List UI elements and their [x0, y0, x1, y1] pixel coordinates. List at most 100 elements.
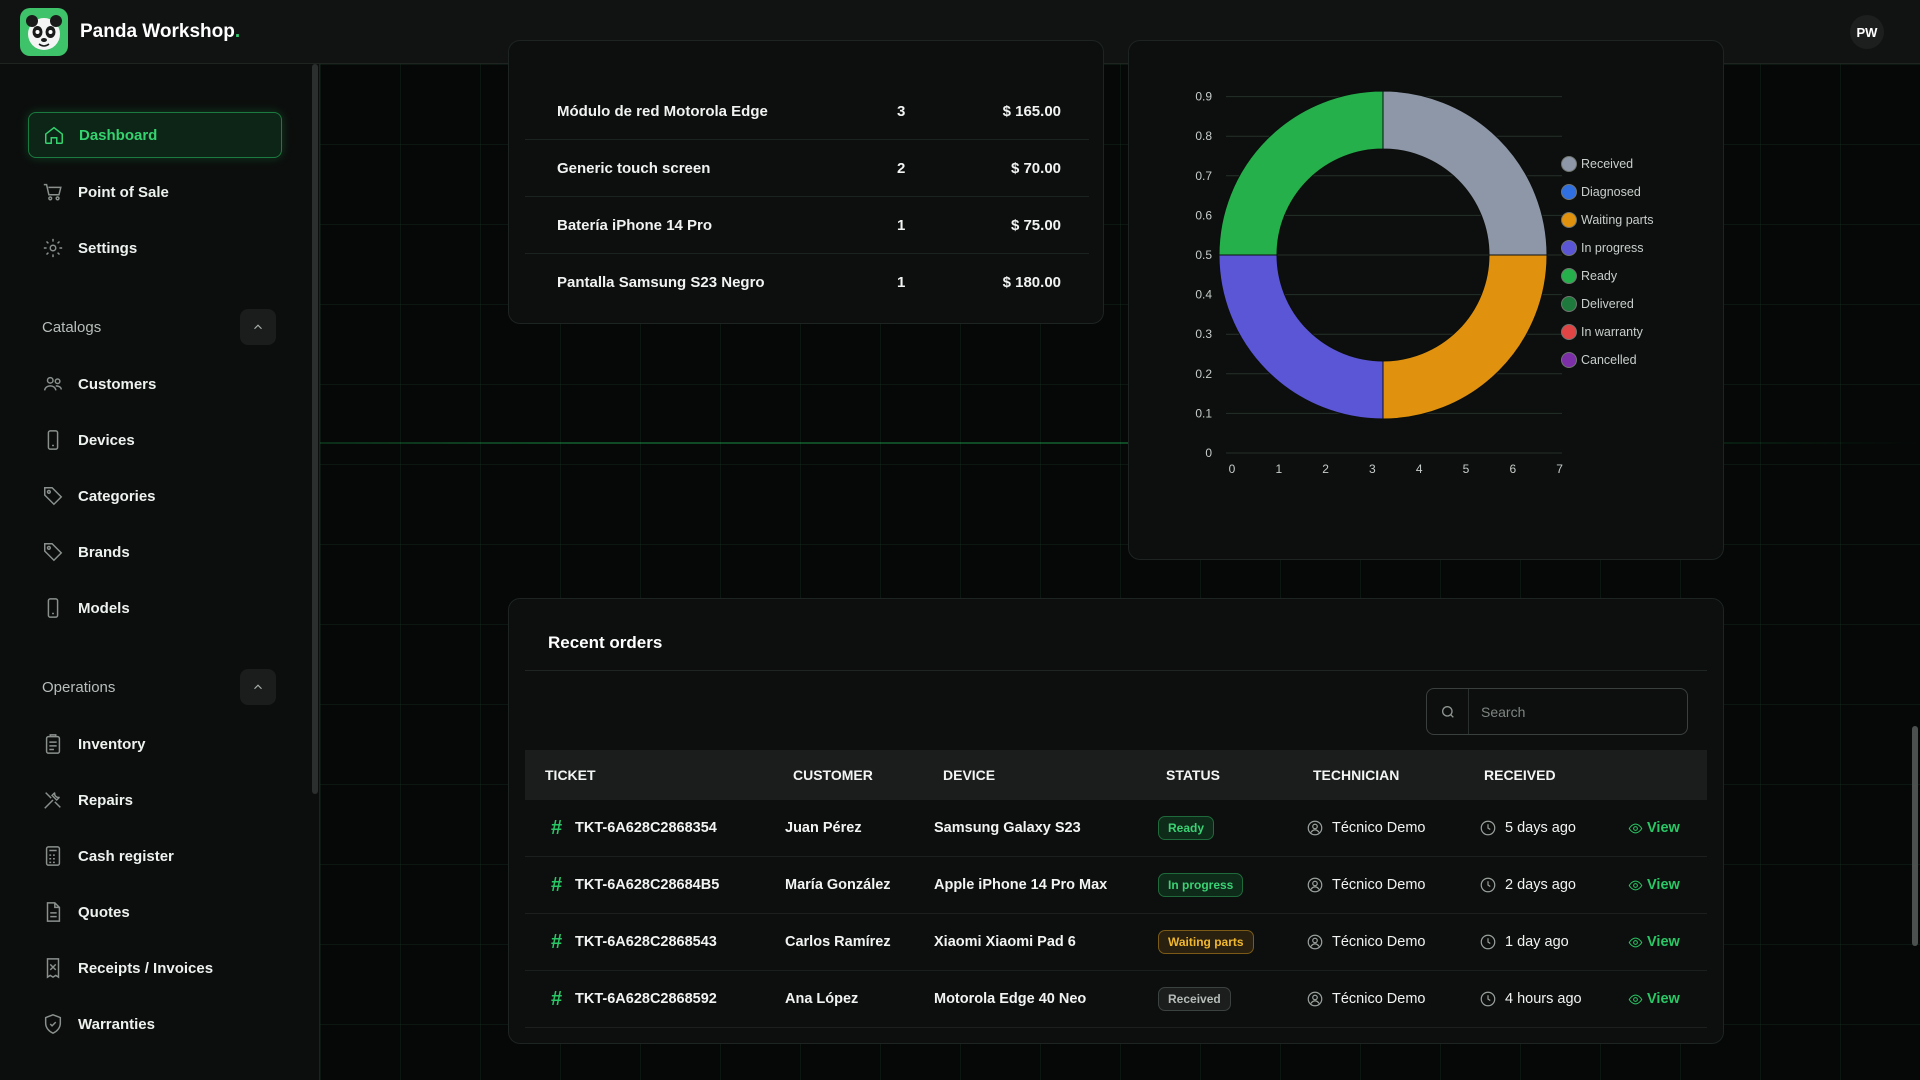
- device-name: Xiaomi Xiaomi Pad 6: [934, 934, 1076, 950]
- legend-item[interactable]: Delivered: [1561, 296, 1634, 312]
- legend-item[interactable]: In warranty: [1561, 324, 1643, 340]
- x-tick-label: 6: [1509, 462, 1516, 476]
- sidebar-scrollbar[interactable]: [312, 64, 318, 794]
- y-tick-label: 0.3: [1195, 327, 1212, 341]
- y-tick-label: 0: [1205, 446, 1212, 460]
- sidebar-item-label: Receipts / Invoices: [78, 959, 214, 977]
- catalogs-collapse-button[interactable]: [240, 309, 276, 345]
- legend-label: Diagnosed: [1581, 185, 1641, 199]
- receipt-icon: [42, 957, 64, 979]
- ticket-id[interactable]: TKT-6A628C2868592: [575, 991, 717, 1007]
- sidebar-item-label: Categories: [78, 487, 156, 505]
- product-row: Pantalla Samsung S23 Negro 1 $ 180.00: [557, 274, 1061, 291]
- sidebar-item-repairs[interactable]: Repairs: [28, 777, 282, 823]
- x-tick-label: 7: [1556, 462, 1563, 476]
- legend-swatch: [1561, 240, 1577, 256]
- y-tick-label: 0.7: [1195, 169, 1212, 183]
- operations-collapse-button[interactable]: [240, 669, 276, 705]
- legend-item[interactable]: In progress: [1561, 240, 1644, 256]
- view-order-link[interactable]: View: [1647, 877, 1680, 893]
- tag-icon: [42, 485, 64, 507]
- column-header-technician[interactable]: TECHNICIAN: [1313, 767, 1400, 783]
- ticket-id[interactable]: TKT-6A628C2868543: [575, 934, 717, 950]
- ticket-id[interactable]: TKT-6A628C28684B5: [575, 877, 720, 893]
- legend-item[interactable]: Ready: [1561, 268, 1617, 284]
- sidebar-item-label: Customers: [78, 375, 157, 393]
- sidebar-item-devices[interactable]: Devices: [28, 417, 282, 463]
- legend-item[interactable]: Received: [1561, 156, 1633, 172]
- sidebar-item-inventory[interactable]: Inventory: [28, 721, 282, 767]
- doughnut-slice-in-progress: [1218, 254, 1384, 420]
- clock-icon: [1479, 990, 1497, 1008]
- sidebar-item-point-of-sale[interactable]: Point of Sale: [28, 169, 282, 215]
- legend-item[interactable]: Diagnosed: [1561, 184, 1641, 200]
- clock-icon: [1479, 933, 1497, 951]
- legend-label: Delivered: [1581, 297, 1634, 311]
- avatar[interactable]: PW: [1850, 15, 1884, 49]
- technician-name: Técnico Demo: [1332, 820, 1426, 836]
- technician-name: Técnico Demo: [1332, 877, 1426, 893]
- sidebar-item-label: Inventory: [78, 735, 146, 753]
- app-title[interactable]: Panda Workshop.: [80, 20, 241, 42]
- technician-name: Técnico Demo: [1332, 991, 1426, 1007]
- sidebar-item-cash-register[interactable]: Cash register: [28, 833, 282, 879]
- user-icon: [1306, 819, 1324, 837]
- sidebar-item-models[interactable]: Models: [28, 585, 282, 631]
- legend-item[interactable]: Waiting parts: [1561, 212, 1653, 228]
- x-tick-label: 1: [1275, 462, 1282, 476]
- sidebar-item-receipts-invoices[interactable]: Receipts / Invoices: [28, 945, 282, 991]
- search-box[interactable]: [1426, 688, 1688, 735]
- panda-logo-icon[interactable]: [20, 7, 68, 56]
- ticket-id[interactable]: TKT-6A628C2868354: [575, 820, 717, 836]
- eye-icon[interactable]: [1628, 935, 1643, 950]
- device-name: Motorola Edge 40 Neo: [934, 991, 1087, 1007]
- user-icon: [1306, 876, 1324, 894]
- sidebar-item-warranties[interactable]: Warranties: [28, 1001, 282, 1047]
- eye-icon[interactable]: [1628, 878, 1643, 893]
- sidebar-item-settings[interactable]: Settings: [28, 225, 282, 271]
- column-header-device[interactable]: DEVICE: [943, 767, 996, 783]
- view-order-link[interactable]: View: [1647, 934, 1680, 950]
- customer-name: Carlos Ramírez: [785, 934, 891, 950]
- search-icon: [1427, 689, 1469, 734]
- view-order-link[interactable]: View: [1647, 991, 1680, 1007]
- column-header-status[interactable]: STATUS: [1166, 767, 1220, 783]
- legend-swatch: [1561, 324, 1577, 340]
- view-order-link[interactable]: View: [1647, 820, 1680, 836]
- doughnut-slice-received: [1382, 90, 1548, 256]
- section-label-catalogs: Catalogs: [42, 319, 102, 336]
- sidebar-item-categories[interactable]: Categories: [28, 473, 282, 519]
- column-header-ticket[interactable]: TICKET: [545, 767, 596, 783]
- column-header-customer[interactable]: CUSTOMER: [793, 767, 873, 783]
- page-scrollbar[interactable]: [1912, 726, 1918, 946]
- chevron-up-icon: [254, 324, 262, 330]
- user-icon: [1306, 933, 1324, 951]
- hash-icon: #: [551, 874, 563, 896]
- sidebar-item-label: Repairs: [78, 791, 134, 809]
- y-tick-label: 0.9: [1195, 90, 1212, 104]
- legend-swatch: [1561, 156, 1577, 172]
- table-row: # TKT-6A628C28684B5 María González Apple iP…: [525, 857, 1707, 914]
- eye-icon[interactable]: [1628, 821, 1643, 836]
- column-header-received[interactable]: RECEIVED: [1484, 767, 1556, 783]
- eye-icon[interactable]: [1628, 992, 1643, 1007]
- sidebar-item-customers[interactable]: Customers: [28, 361, 282, 407]
- divider: [525, 670, 1707, 671]
- sidebar-item-dashboard[interactable]: Dashboard: [28, 112, 282, 158]
- customer-name: María González: [785, 877, 891, 893]
- search-input[interactable]: [1469, 689, 1687, 734]
- shield-icon: [42, 1013, 64, 1035]
- y-tick-label: 0.8: [1195, 129, 1212, 143]
- phone-icon: [42, 429, 64, 451]
- sidebar-item-quotes[interactable]: Quotes: [28, 889, 282, 935]
- status-badge: Received: [1158, 987, 1231, 1011]
- legend-item[interactable]: Cancelled: [1561, 352, 1637, 368]
- device-name: Apple iPhone 14 Pro Max: [934, 877, 1108, 893]
- doughnut-slice-waiting-parts: [1382, 254, 1548, 420]
- calculator-icon: [42, 845, 64, 867]
- hash-icon: #: [551, 817, 563, 839]
- y-tick-label: 0.2: [1195, 367, 1212, 381]
- y-tick-label: 0.4: [1195, 288, 1212, 302]
- sidebar-item-brands[interactable]: Brands: [28, 529, 282, 575]
- document-icon: [42, 901, 64, 923]
